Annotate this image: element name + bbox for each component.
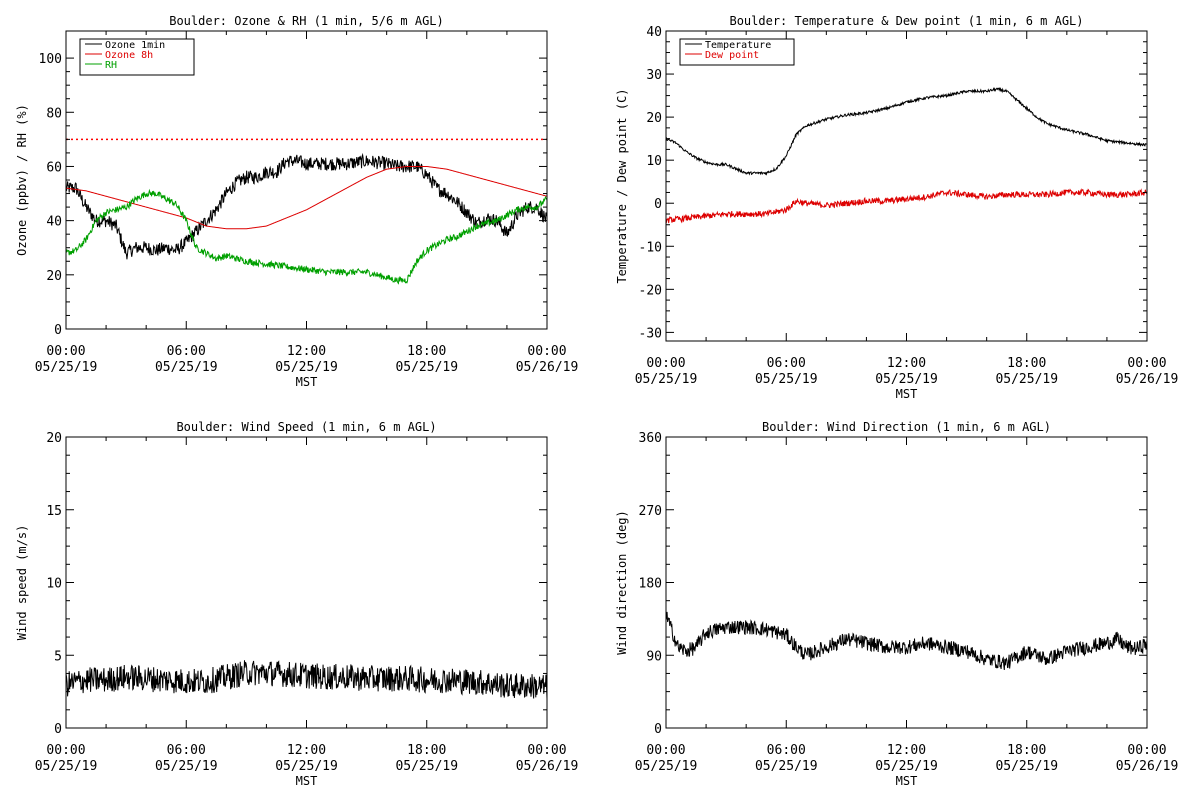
y-tick-label: -30 [639, 326, 662, 341]
x-tick-time-label: 12:00 [887, 356, 926, 371]
y-tick-label: 10 [646, 154, 662, 169]
series-line-1 [666, 87, 1147, 176]
x-tick-date-label: 05/25/19 [995, 372, 1058, 387]
x-tick-date-label: 05/26/19 [516, 759, 579, 774]
chart-panel-4: Boulder: Wind Direction (1 min, 6 m AGL)… [615, 420, 1178, 788]
legend-box [679, 38, 795, 66]
legend-label: Ozone 1min [105, 40, 165, 51]
plot-frame [65, 30, 548, 330]
x-tick-time-label: 06:00 [767, 743, 806, 758]
y-tick-label: 60 [46, 160, 62, 175]
x-tick-date-label: 05/25/19 [35, 759, 98, 774]
plot-frame [665, 436, 1148, 729]
y-axis-label: Temperature / Dew point (C) [615, 88, 629, 283]
y-tick-label: 15 [46, 504, 62, 519]
x-tick-date-label: 05/25/19 [875, 759, 938, 774]
x-axis-label: MST [896, 774, 918, 788]
x-tick-date-label: 05/26/19 [1116, 372, 1179, 387]
chart-title: Boulder: Temperature & Dew point (1 min,… [729, 14, 1083, 28]
x-axis-label: MST [296, 375, 318, 389]
y-tick-label: -20 [639, 283, 662, 298]
legend-label: Temperature [705, 40, 771, 51]
legend-label: Ozone 8h [105, 50, 153, 61]
x-tick-time-label: 06:00 [767, 356, 806, 371]
x-tick-time-label: 00:00 [46, 743, 85, 758]
x-tick-time-label: 00:00 [646, 743, 685, 758]
y-tick-label: 20 [646, 111, 662, 126]
x-tick-date-label: 05/25/19 [275, 360, 338, 375]
x-tick-date-label: 05/25/19 [755, 372, 818, 387]
x-tick-date-label: 05/25/19 [875, 372, 938, 387]
x-tick-time-label: 00:00 [527, 344, 566, 359]
chart-panel-2: Boulder: Temperature & Dew point (1 min,… [615, 14, 1178, 401]
x-axis-label: MST [896, 387, 918, 401]
series-line-1 [66, 660, 547, 699]
x-tick-date-label: 05/25/19 [395, 360, 458, 375]
legend-label: RH [105, 60, 117, 71]
y-tick-label: 0 [54, 323, 62, 338]
y-axis-label: Wind speed (m/s) [15, 525, 29, 641]
chart-panel-3: Boulder: Wind Speed (1 min, 6 m AGL) 0 5 10… [15, 420, 578, 788]
x-axis-label: MST [296, 774, 318, 788]
x-tick-date-label: 05/25/19 [155, 360, 218, 375]
x-tick-time-label: 00:00 [1127, 743, 1166, 758]
series-line-3 [66, 188, 547, 285]
y-tick-label: 40 [46, 215, 62, 230]
x-tick-date-label: 05/25/19 [155, 759, 218, 774]
x-tick-date-label: 05/25/19 [35, 360, 98, 375]
y-tick-label: 20 [46, 431, 62, 446]
legend-label: Dew point [705, 50, 759, 61]
y-tick-label: 180 [639, 577, 662, 592]
y-tick-label: 270 [639, 504, 662, 519]
x-tick-date-label: 05/26/19 [516, 360, 579, 375]
series-line-1 [66, 152, 547, 260]
y-tick-label: 90 [646, 649, 662, 664]
x-tick-date-label: 05/25/19 [635, 372, 698, 387]
x-tick-date-label: 05/26/19 [1116, 759, 1179, 774]
x-tick-time-label: 06:00 [167, 344, 206, 359]
y-tick-label: 0 [54, 722, 62, 737]
y-tick-label: 30 [646, 68, 662, 83]
x-tick-time-label: 18:00 [1007, 743, 1046, 758]
x-tick-time-label: 18:00 [407, 344, 446, 359]
y-tick-label: 0 [654, 722, 662, 737]
x-tick-time-label: 00:00 [646, 356, 685, 371]
series-line-2 [666, 188, 1147, 224]
y-tick-label: 20 [46, 269, 62, 284]
x-tick-date-label: 05/25/19 [755, 759, 818, 774]
y-tick-label: 10 [46, 577, 62, 592]
x-tick-time-label: 12:00 [287, 743, 326, 758]
x-tick-time-label: 12:00 [887, 743, 926, 758]
y-axis-label: Ozone (ppbv) / RH (%) [15, 104, 29, 256]
x-tick-time-label: 06:00 [167, 743, 206, 758]
chart-title: Boulder: Wind Direction (1 min, 6 m AGL) [762, 420, 1051, 434]
series-line-1 [666, 611, 1147, 670]
legend-box [79, 38, 195, 76]
x-tick-date-label: 05/25/19 [635, 759, 698, 774]
chart-title: Boulder: Wind Speed (1 min, 6 m AGL) [176, 420, 436, 434]
x-tick-time-label: 18:00 [1007, 356, 1046, 371]
x-tick-time-label: 00:00 [1127, 356, 1166, 371]
chart-title: Boulder: Ozone & RH (1 min, 5/6 m AGL) [169, 14, 444, 28]
y-tick-label: 5 [54, 649, 62, 664]
y-tick-label: 40 [646, 25, 662, 40]
x-tick-date-label: 05/25/19 [275, 759, 338, 774]
x-tick-date-label: 05/25/19 [995, 759, 1058, 774]
chart-panel-1: Boulder: Ozone & RH (1 min, 5/6 m AGL) 0 2… [15, 14, 578, 389]
x-tick-time-label: 00:00 [527, 743, 566, 758]
y-tick-label: 0 [654, 197, 662, 212]
plot-frame [665, 30, 1148, 342]
series-line-2 [66, 165, 547, 230]
x-tick-time-label: 00:00 [46, 344, 85, 359]
x-tick-time-label: 12:00 [287, 344, 326, 359]
x-tick-date-label: 05/25/19 [395, 759, 458, 774]
y-axis-label: Wind direction (deg) [615, 510, 629, 655]
y-tick-label: 100 [39, 52, 62, 67]
x-tick-time-label: 18:00 [407, 743, 446, 758]
y-tick-label: 80 [46, 106, 62, 121]
y-tick-label: 360 [639, 431, 662, 446]
y-tick-label: -10 [639, 240, 662, 255]
